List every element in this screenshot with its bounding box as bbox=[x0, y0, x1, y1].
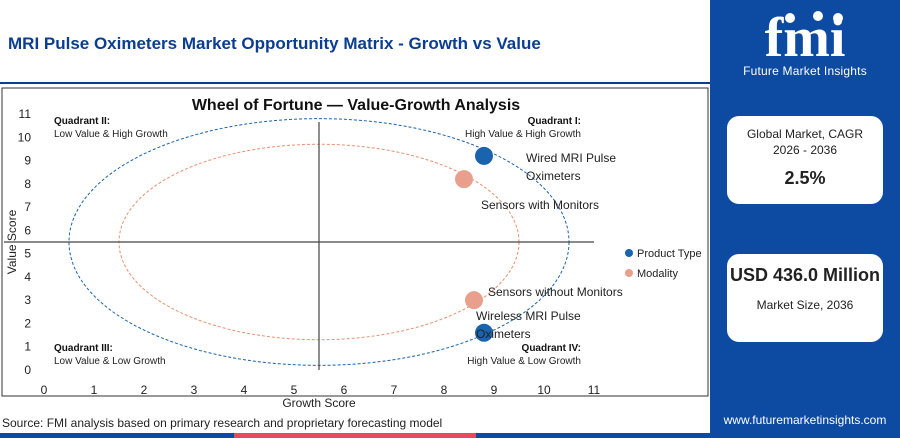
quadrant-description: Low Value & Low Growth bbox=[54, 356, 166, 367]
quadrant-description: High Value & Low Growth bbox=[467, 356, 581, 367]
chart-title: Wheel of Fortune — Value-Growth Analysis bbox=[192, 97, 520, 114]
bottom-bar-segment bbox=[234, 433, 476, 438]
x-tick-label: 1 bbox=[91, 383, 98, 397]
cagr-card: Global Market, CAGR 2026 - 2036 2.5% bbox=[727, 116, 883, 204]
x-tick-label: 11 bbox=[588, 383, 601, 397]
y-tick-label: 4 bbox=[24, 270, 31, 284]
market-size-card: USD 436.0 Million Market Size, 2036 bbox=[727, 254, 883, 342]
y-axis-label: Value Score bbox=[5, 209, 19, 274]
y-tick-label: 8 bbox=[24, 177, 31, 191]
quadrant-description: High Value & High Growth bbox=[465, 129, 581, 140]
x-tick-label: 6 bbox=[341, 383, 348, 397]
logo-mark-icon: fmi bbox=[765, 7, 846, 62]
quadrant-description: Low Value & High Growth bbox=[54, 129, 168, 140]
y-tick-label: 11 bbox=[19, 107, 32, 121]
x-axis-label: Growth Score bbox=[282, 396, 356, 410]
point-label: Oximeters bbox=[476, 327, 531, 341]
data-point bbox=[475, 146, 493, 165]
website-link[interactable]: www.futuremarketinsights.com bbox=[723, 413, 887, 427]
x-tick-label: 10 bbox=[537, 383, 551, 397]
bottom-color-bar bbox=[0, 433, 710, 438]
x-tick-label: 8 bbox=[441, 383, 448, 397]
y-tick-label: 0 bbox=[24, 363, 31, 377]
logo-subtitle: Future Market Insights bbox=[743, 64, 867, 78]
x-tick-label: 7 bbox=[391, 383, 398, 397]
point-label: Wireless MRI Pulse bbox=[476, 309, 581, 323]
legend-label: Product Type bbox=[637, 248, 702, 260]
cagr-value: 2.5% bbox=[784, 168, 826, 188]
x-tick-label: 3 bbox=[191, 383, 198, 397]
y-tick-label: 9 bbox=[24, 154, 31, 168]
data-point bbox=[455, 170, 473, 189]
plot-frame bbox=[1, 87, 709, 397]
y-tick-label: 7 bbox=[24, 200, 31, 214]
point-label: Sensors with Monitors bbox=[481, 198, 599, 212]
source-note: Source: FMI analysis based on primary re… bbox=[2, 416, 443, 430]
quadrant-title: Quadrant III: bbox=[54, 343, 113, 354]
legend-marker bbox=[625, 249, 633, 257]
quadrant-title: Quadrant II: bbox=[54, 116, 110, 127]
point-label: Oximeters bbox=[526, 169, 581, 183]
y-tick-label: 10 bbox=[18, 130, 32, 144]
cagr-label: Global Market, CAGR 2026 - 2036 bbox=[746, 127, 864, 157]
y-tick-label: 5 bbox=[24, 247, 31, 261]
x-tick-label: 4 bbox=[241, 383, 248, 397]
brand-panel: fmi Future Market Insights Global Market… bbox=[710, 0, 900, 438]
market-size-value: USD 436.0 Million bbox=[729, 265, 881, 285]
x-tick-label: 2 bbox=[141, 383, 148, 397]
x-tick-label: 9 bbox=[491, 383, 498, 397]
data-point bbox=[465, 291, 483, 310]
legend-label: Modality bbox=[637, 268, 678, 280]
quadrant-title: Quadrant IV: bbox=[522, 343, 581, 354]
svg-text:fmi: fmi bbox=[765, 7, 846, 62]
y-tick-label: 3 bbox=[24, 293, 31, 307]
quadrant-title: Quadrant I: bbox=[528, 116, 581, 127]
y-tick-label: 2 bbox=[24, 316, 31, 330]
y-tick-label: 1 bbox=[24, 340, 31, 354]
legend-marker bbox=[625, 269, 633, 277]
fmi-logo[interactable]: fmi Future Market Insights bbox=[722, 6, 888, 86]
market-size-label: Market Size, 2036 bbox=[756, 298, 854, 312]
point-label: Sensors without Monitors bbox=[488, 285, 623, 299]
bottom-bar-segment bbox=[475, 433, 710, 438]
y-tick-label: 6 bbox=[24, 223, 31, 237]
title-divider bbox=[0, 82, 710, 84]
x-tick-label: 5 bbox=[291, 383, 298, 397]
opportunity-matrix-chart: Wheel of Fortune — Value-Growth Analysis… bbox=[1, 87, 709, 410]
bottom-bar-segment bbox=[0, 433, 235, 438]
data-point bbox=[475, 323, 493, 342]
page-title: MRI Pulse Oximeters Market Opportunity M… bbox=[8, 34, 541, 53]
point-label: Wired MRI Pulse bbox=[526, 151, 616, 165]
x-tick-label: 0 bbox=[41, 383, 48, 397]
